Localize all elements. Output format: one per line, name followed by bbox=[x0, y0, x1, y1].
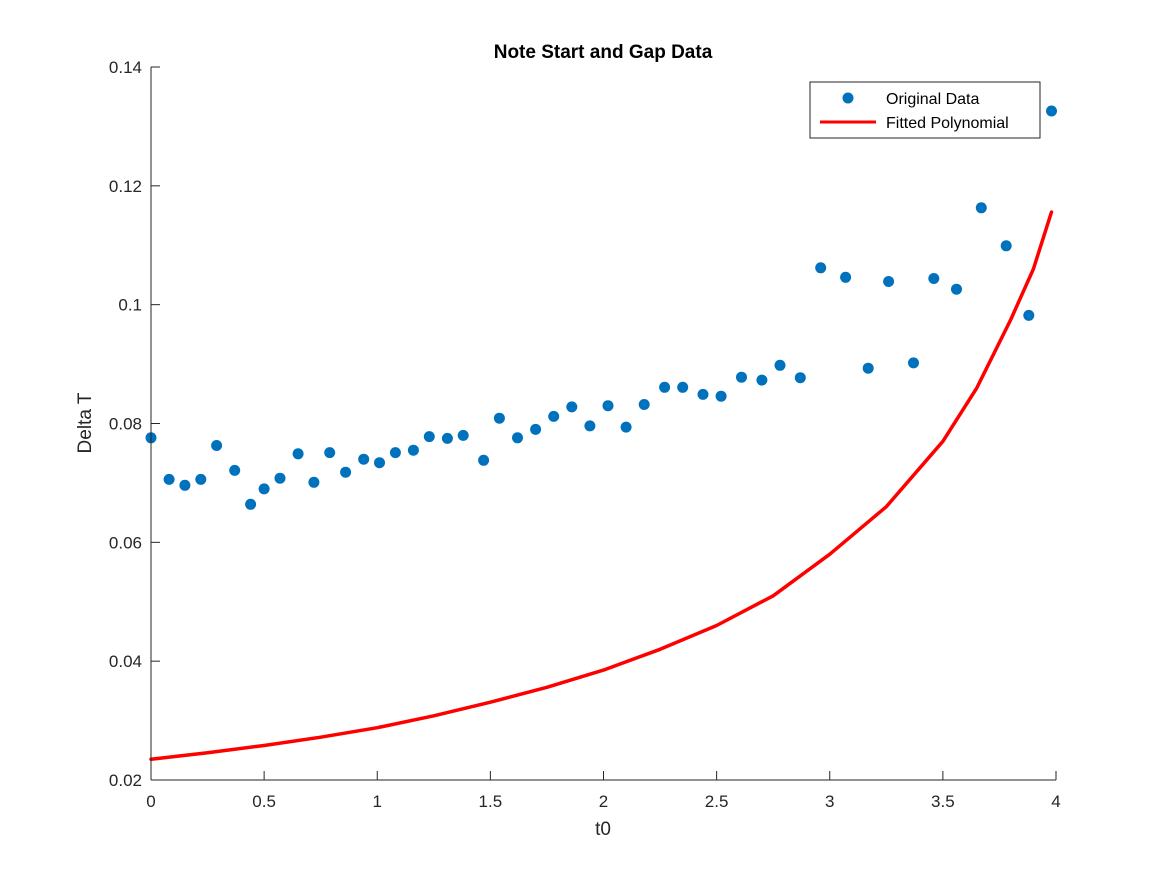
x-tick-label: 1.5 bbox=[479, 792, 503, 811]
y-tick-label: 0.1 bbox=[118, 296, 142, 315]
data-point bbox=[659, 381, 671, 393]
chart-title: Note Start and Gap Data bbox=[494, 42, 713, 63]
y-ticks: 0.02 0.04 0.06 0.08 0.1 0.12 0.14 bbox=[109, 58, 160, 790]
data-point bbox=[358, 453, 370, 465]
data-point bbox=[677, 381, 689, 393]
data-point bbox=[340, 466, 352, 478]
fitted-curve-layer bbox=[149, 210, 1054, 761]
data-point bbox=[715, 390, 727, 402]
data-point bbox=[840, 271, 852, 283]
data-point bbox=[620, 421, 632, 433]
data-point bbox=[584, 420, 596, 432]
data-point bbox=[308, 476, 320, 488]
data-point bbox=[211, 440, 223, 451]
y-tick-label: 0.02 bbox=[109, 771, 142, 790]
data-point bbox=[815, 262, 827, 274]
data-point bbox=[1000, 240, 1012, 252]
data-point bbox=[928, 273, 940, 284]
y-axis-label: Delta T bbox=[75, 392, 96, 453]
data-point bbox=[975, 202, 987, 214]
data-point bbox=[407, 444, 419, 456]
data-point bbox=[324, 447, 336, 459]
data-point bbox=[602, 400, 614, 412]
legend-label-fitted-polynomial: Fitted Polynomial bbox=[886, 115, 1009, 132]
data-point bbox=[908, 357, 919, 369]
plot-area: 0 0.5 1 1.5 2 2.5 3 3.5 4 0.02 0.04 0.06 0.08 0.1 0.1… bbox=[109, 58, 1061, 811]
data-point bbox=[951, 283, 962, 295]
data-point bbox=[862, 362, 874, 374]
legend: Original Data Fitted Polynomial bbox=[809, 81, 1041, 139]
data-point bbox=[245, 498, 257, 510]
data-point bbox=[697, 388, 709, 400]
y-tick-label: 0.08 bbox=[109, 415, 142, 434]
data-point bbox=[774, 359, 786, 371]
x-ticks: 0 0.5 1 1.5 2 2.5 3 3.5 4 bbox=[146, 771, 1061, 811]
y-tick-label: 0.06 bbox=[109, 533, 142, 552]
data-point bbox=[548, 410, 560, 422]
data-point bbox=[638, 399, 650, 410]
legend-marker-original-data bbox=[842, 92, 854, 104]
data-point bbox=[441, 432, 453, 444]
data-point bbox=[883, 276, 895, 287]
data-points-layer bbox=[145, 105, 1057, 510]
x-axis-label: t0 bbox=[595, 819, 611, 840]
data-point bbox=[1023, 309, 1035, 321]
data-point bbox=[457, 429, 469, 441]
data-point bbox=[530, 423, 542, 435]
x-tick-label: 0.5 bbox=[252, 792, 276, 811]
y-tick-label: 0.04 bbox=[109, 652, 142, 671]
x-tick-label: 3 bbox=[825, 792, 834, 811]
data-point bbox=[374, 457, 385, 469]
legend-label-original-data: Original Data bbox=[886, 91, 979, 108]
x-tick-label: 4 bbox=[1051, 792, 1060, 811]
data-point bbox=[179, 479, 191, 491]
data-point bbox=[794, 372, 806, 384]
data-point bbox=[229, 464, 241, 476]
data-point bbox=[1046, 105, 1057, 117]
x-tick-label: 2.5 bbox=[705, 792, 729, 811]
data-point bbox=[736, 371, 747, 383]
data-point bbox=[423, 431, 435, 443]
data-point bbox=[389, 447, 401, 459]
data-point bbox=[292, 448, 304, 460]
data-point bbox=[274, 472, 286, 484]
legend-box bbox=[809, 81, 1041, 139]
data-point bbox=[163, 473, 175, 485]
fitted-polynomial-line bbox=[149, 210, 1054, 761]
x-tick-label: 3.5 bbox=[931, 792, 955, 811]
data-point bbox=[195, 473, 207, 485]
x-tick-label: 0 bbox=[146, 792, 155, 811]
x-tick-label: 1 bbox=[373, 792, 382, 811]
data-point bbox=[493, 412, 505, 424]
data-point bbox=[258, 483, 270, 495]
data-point bbox=[566, 401, 578, 413]
data-point bbox=[478, 454, 490, 466]
x-tick-label: 2 bbox=[599, 792, 608, 811]
y-tick-label: 0.14 bbox=[109, 58, 142, 77]
y-tick-label: 0.12 bbox=[109, 177, 142, 196]
data-point bbox=[512, 432, 523, 444]
data-point bbox=[756, 374, 768, 386]
